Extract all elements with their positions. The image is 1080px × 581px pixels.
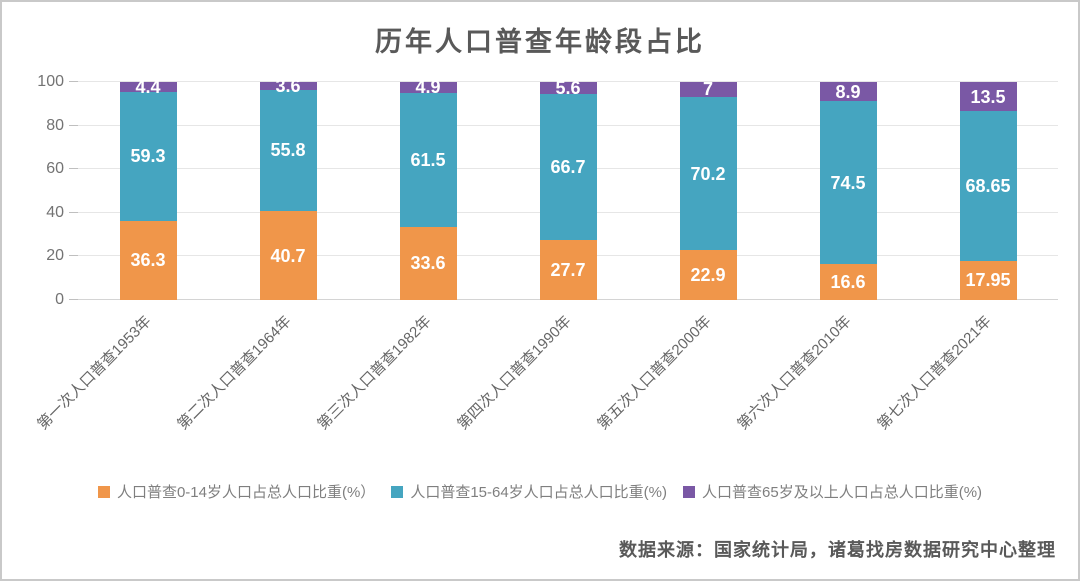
bar-segment bbox=[399, 82, 457, 93]
data-label: 13.5 bbox=[970, 86, 1006, 107]
bar-segment bbox=[539, 94, 597, 240]
bar-2: 40.7 55.8 3.6 bbox=[259, 77, 317, 300]
y-tick-label-100: 100 bbox=[37, 73, 64, 90]
bar-segment bbox=[959, 111, 1017, 261]
bar-segment bbox=[819, 101, 877, 264]
x-axis-label-7: 第七次人口普查2021年 bbox=[874, 312, 995, 434]
y-tick-mark bbox=[69, 168, 78, 170]
bar-segment bbox=[819, 263, 877, 300]
legend-label: 人口普查15-64岁人口占总人口比重(%) bbox=[410, 484, 668, 501]
data-label: 68.65 bbox=[965, 176, 1011, 197]
bar-7: 17.95 68.65 13.5 bbox=[959, 81, 1017, 300]
data-label: 66.7 bbox=[550, 156, 586, 177]
bar-segment bbox=[259, 211, 317, 300]
bar-segment bbox=[959, 260, 1017, 300]
x-axis-label-3: 第三次人口普查1982年 bbox=[314, 312, 435, 434]
legend-item-1: 人口普查0-14岁人口占总人口比重(%） bbox=[97, 481, 376, 502]
data-label: 8.9 bbox=[835, 81, 861, 102]
bar-segment bbox=[679, 97, 737, 251]
y-tick-mark bbox=[69, 124, 78, 126]
y-tick-mark bbox=[69, 211, 78, 213]
bar-segment bbox=[119, 82, 177, 92]
y-tick-mark bbox=[69, 299, 78, 300]
source-note: 数据来源：国家统计局，诸葛找房数据研究中心整理 bbox=[619, 540, 1056, 560]
bar-segment bbox=[259, 89, 317, 212]
y-tick-label-60: 60 bbox=[46, 160, 64, 178]
legend-label: 人口普查65岁及以上人口占总人口比重(%) bbox=[702, 484, 983, 501]
x-axis-label-6: 第六次人口普查2010年 bbox=[734, 312, 855, 434]
y-tick-mark bbox=[69, 255, 78, 257]
x-axis-label-1: 第一次人口普查1953年 bbox=[34, 312, 155, 434]
bar-segment bbox=[259, 81, 317, 90]
data-label: 5.6 bbox=[555, 78, 581, 99]
legend-swatch-icon bbox=[683, 485, 696, 498]
bar-segment bbox=[399, 92, 457, 227]
data-label: 61.5 bbox=[410, 149, 446, 170]
data-label: 40.7 bbox=[270, 245, 306, 266]
legend-item-2: 人口普查15-64岁人口占总人口比重(%) bbox=[391, 481, 667, 502]
plot-area: 0 20 40 60 80 100 36.3 59.3 4.4 40.7 55.8 3.6 33.6 61… bbox=[37, 73, 1058, 308]
legend-swatch-icon bbox=[97, 485, 110, 498]
bar-6: 16.6 74.5 8.9 bbox=[819, 81, 877, 300]
bar-segment bbox=[119, 220, 177, 300]
data-label: 70.2 bbox=[690, 163, 726, 184]
data-label: 55.8 bbox=[270, 140, 306, 161]
data-label: 59.3 bbox=[130, 146, 166, 167]
data-label: 33.6 bbox=[410, 253, 446, 274]
y-tick-label-20: 20 bbox=[46, 247, 64, 265]
data-label: 7 bbox=[702, 79, 714, 100]
legend-label: 人口普查0-14岁人口占总人口比重(%） bbox=[116, 484, 376, 501]
bar-segment bbox=[819, 82, 877, 102]
data-label: 4.9 bbox=[415, 77, 441, 98]
data-label: 3.6 bbox=[275, 75, 301, 96]
legend-item-3: 人口普查65岁及以上人口占总人口比重(%) bbox=[683, 481, 982, 502]
bar-segment bbox=[959, 81, 1017, 112]
bar-segment bbox=[679, 81, 737, 98]
data-label: 17.95 bbox=[965, 270, 1011, 291]
x-axis-label-2: 第二次人口普查1964年 bbox=[174, 312, 295, 434]
bar-1: 36.3 59.3 4.4 bbox=[119, 78, 177, 300]
y-tick-label-80: 80 bbox=[46, 116, 64, 134]
data-label: 22.9 bbox=[690, 265, 726, 286]
x-axis-label-4: 第四次人口普查1990年 bbox=[454, 312, 575, 434]
y-tick-label-40: 40 bbox=[46, 203, 64, 221]
data-label: 4.4 bbox=[135, 76, 161, 97]
data-label: 16.6 bbox=[830, 271, 866, 292]
y-tick-mark bbox=[69, 81, 78, 82]
legend: 人口普查0-14岁人口占总人口比重(%） 人口普查15-64岁人口占总人口比重(%… bbox=[2, 481, 1078, 502]
data-label: 27.7 bbox=[550, 259, 586, 280]
bar-segment bbox=[539, 82, 597, 95]
x-axis-label-5: 第五次人口普查2000年 bbox=[594, 312, 715, 434]
bar-segment bbox=[119, 91, 177, 221]
gridline-100 bbox=[78, 81, 1058, 82]
bar-segment bbox=[539, 239, 597, 300]
bar-segment bbox=[679, 250, 737, 300]
data-label: 36.3 bbox=[130, 250, 166, 271]
chart-title: 历年人口普查年龄段占比 bbox=[375, 27, 705, 57]
legend-swatch-icon bbox=[391, 485, 404, 498]
bar-segment bbox=[399, 226, 457, 300]
bar-5: 22.9 70.2 7 bbox=[679, 79, 737, 300]
data-label: 74.5 bbox=[830, 172, 866, 193]
bar-4: 27.7 66.7 5.6 bbox=[539, 78, 597, 300]
bar-3: 33.6 61.5 4.9 bbox=[399, 78, 457, 300]
y-tick-label-0: 0 bbox=[55, 291, 64, 308]
